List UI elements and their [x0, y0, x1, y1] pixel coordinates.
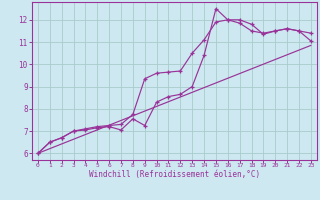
X-axis label: Windchill (Refroidissement éolien,°C): Windchill (Refroidissement éolien,°C) — [89, 170, 260, 179]
